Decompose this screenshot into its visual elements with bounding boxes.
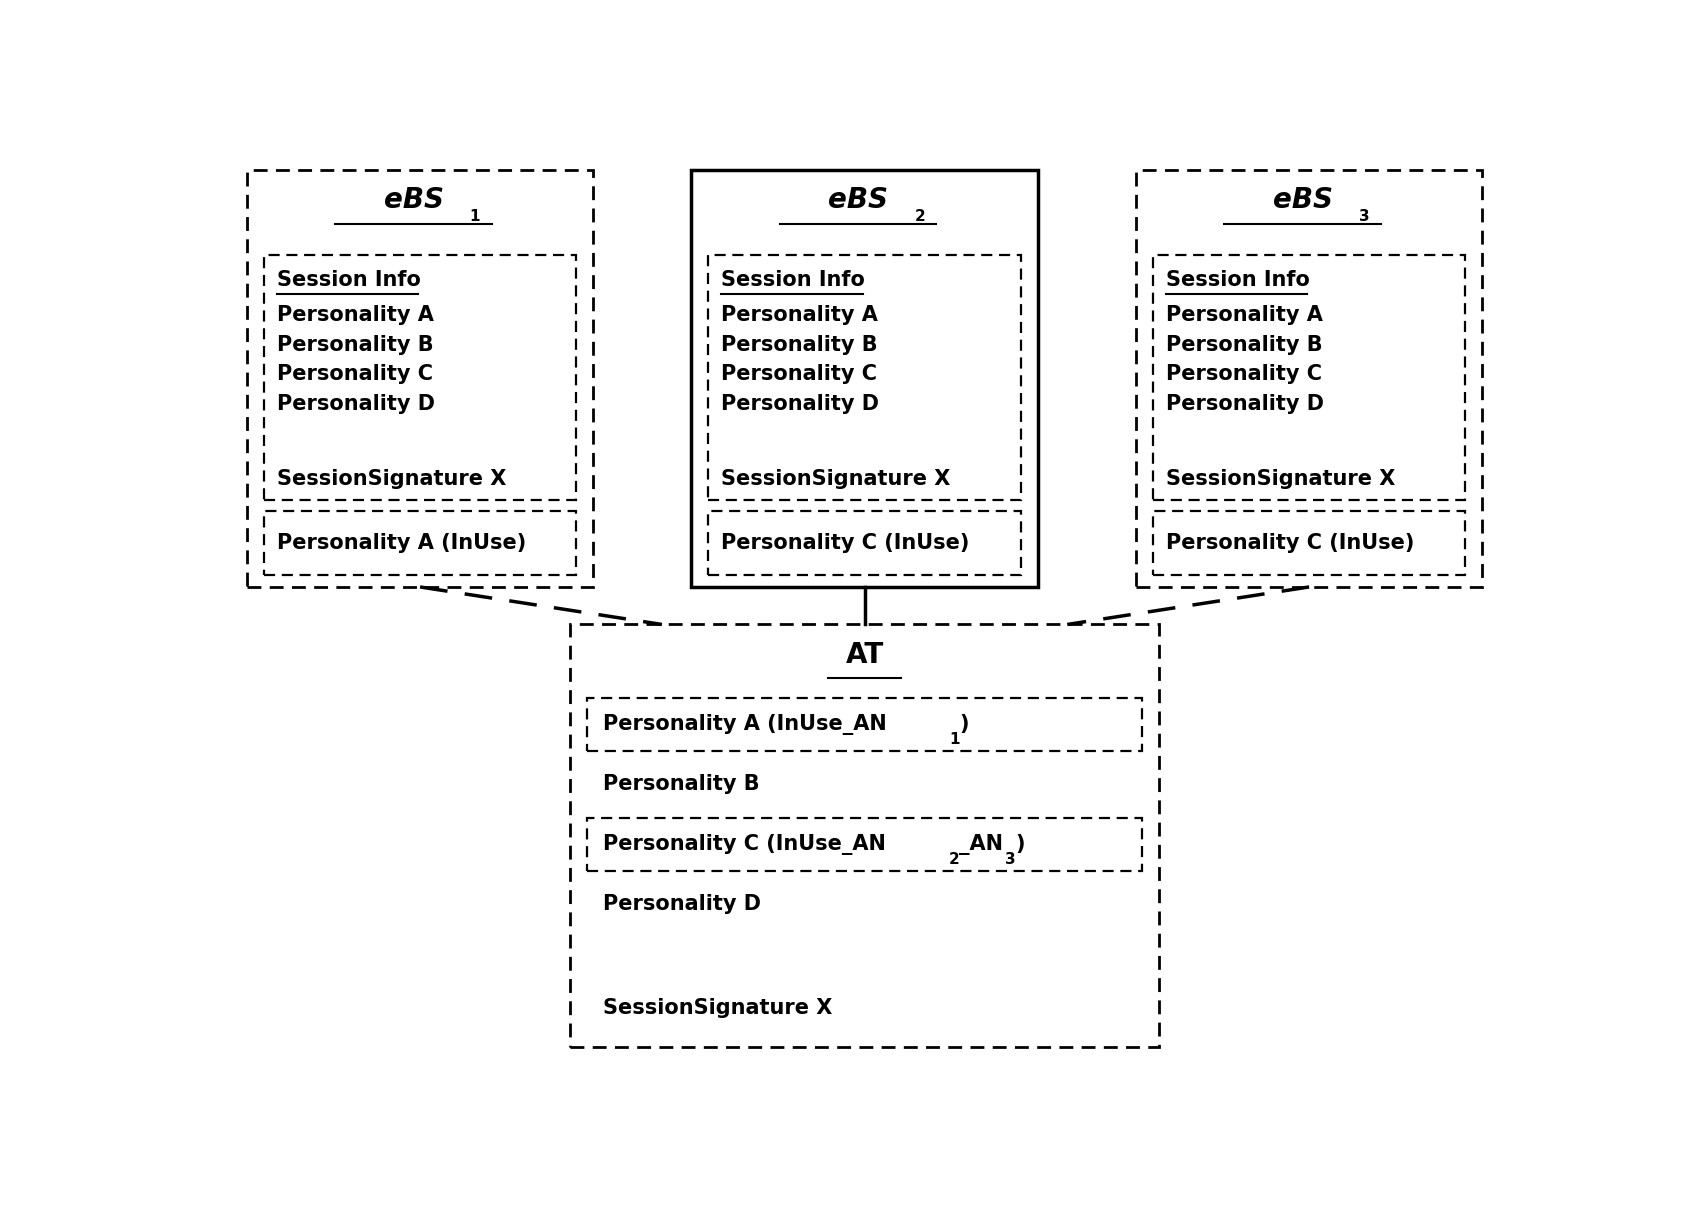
Bar [709,255,1021,499]
Text: SessionSignature X: SessionSignature X [277,469,506,488]
Text: Personality C: Personality C [722,364,877,385]
Bar [709,512,1021,575]
Text: Personality A: Personality A [722,304,879,325]
Text: Session Info: Session Info [1166,270,1309,290]
Text: 1: 1 [469,209,481,224]
Text: SessionSignature X: SessionSignature X [1166,469,1395,488]
Bar [263,255,577,499]
Text: Personality C: Personality C [1166,364,1323,385]
Bar [263,512,577,575]
Bar [1152,512,1466,575]
Text: ): ) [960,714,968,734]
Bar [246,169,594,587]
Text: Personality D: Personality D [602,894,761,915]
Text: SessionSignature X: SessionSignature X [602,998,832,1018]
Bar [570,625,1159,1046]
Text: AT: AT [845,641,884,669]
Text: Personality B: Personality B [1166,335,1323,354]
Bar [587,698,1142,752]
Text: 3: 3 [1358,209,1370,224]
Text: Personality A: Personality A [1166,304,1323,325]
Text: Personality C: Personality C [277,364,434,385]
Bar [1135,169,1483,587]
Text: SessionSignature X: SessionSignature X [722,469,951,488]
Bar [587,817,1142,871]
Text: Session Info: Session Info [722,270,865,290]
Text: Personality C (InUse): Personality C (InUse) [1166,532,1414,553]
Bar [1152,255,1466,499]
Text: eBS: eBS [828,186,887,214]
Text: Personality D: Personality D [277,395,435,414]
Text: 2: 2 [948,851,960,867]
Text: Personality D: Personality D [1166,395,1324,414]
Text: Personality C (InUse_AN: Personality C (InUse_AN [602,834,886,855]
Text: Personality B: Personality B [602,775,759,794]
Text: Personality A: Personality A [277,304,434,325]
Text: Personality B: Personality B [277,335,434,354]
Text: 1: 1 [948,732,960,747]
Text: Personality A (InUse): Personality A (InUse) [277,532,526,553]
Text: 2: 2 [914,209,924,224]
Text: Personality B: Personality B [722,335,877,354]
Text: ): ) [1016,834,1024,854]
Text: eBS: eBS [383,186,444,214]
Text: Personality D: Personality D [722,395,879,414]
Text: Personality A (InUse_AN: Personality A (InUse_AN [602,714,887,734]
Text: Personality C (InUse): Personality C (InUse) [722,532,970,553]
Text: _AN: _AN [960,834,1004,855]
Text: eBS: eBS [1272,186,1333,214]
Bar [692,169,1038,587]
Text: 3: 3 [1004,851,1016,867]
Text: Session Info: Session Info [277,270,420,290]
